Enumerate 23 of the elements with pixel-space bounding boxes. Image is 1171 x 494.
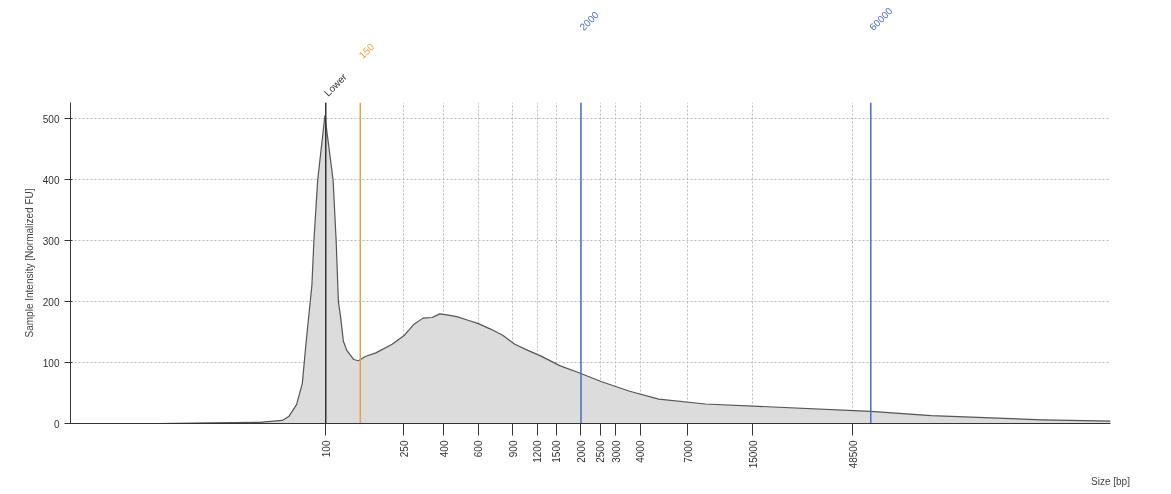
x-tick-label: 2000 <box>575 440 587 463</box>
x-tick-label: 900 <box>507 440 519 458</box>
x-tick-label: 15000 <box>747 440 759 469</box>
x-tick-label: 100 <box>320 440 332 458</box>
y-tick-label: 500 <box>42 113 60 125</box>
x-tick-label: 4000 <box>635 440 647 463</box>
x-tick-label: 600 <box>473 440 485 458</box>
x-tick-label: 400 <box>438 440 450 458</box>
x-tick-label: 250 <box>398 440 410 458</box>
x-tick-label: 1200 <box>532 440 544 463</box>
y-tick-label: 400 <box>42 174 60 186</box>
y-tick-label: 100 <box>42 357 60 369</box>
x-tick-label: 2500 <box>595 440 607 463</box>
x-tick-label: 7000 <box>682 440 694 463</box>
x-tick-label: 1500 <box>551 440 563 463</box>
y-axis-title: Sample Intensity [Normalized FU] <box>23 188 35 338</box>
x-tick-label: 3000 <box>610 440 622 463</box>
ref-line-label: 150 <box>356 40 377 61</box>
x-tick-label: 48500 <box>847 440 859 469</box>
y-tick-label: 200 <box>42 296 60 308</box>
y-tick-label: 300 <box>42 235 60 247</box>
x-axis-title: Size [bp] <box>1091 476 1131 488</box>
y-tick-label: 0 <box>53 418 60 430</box>
